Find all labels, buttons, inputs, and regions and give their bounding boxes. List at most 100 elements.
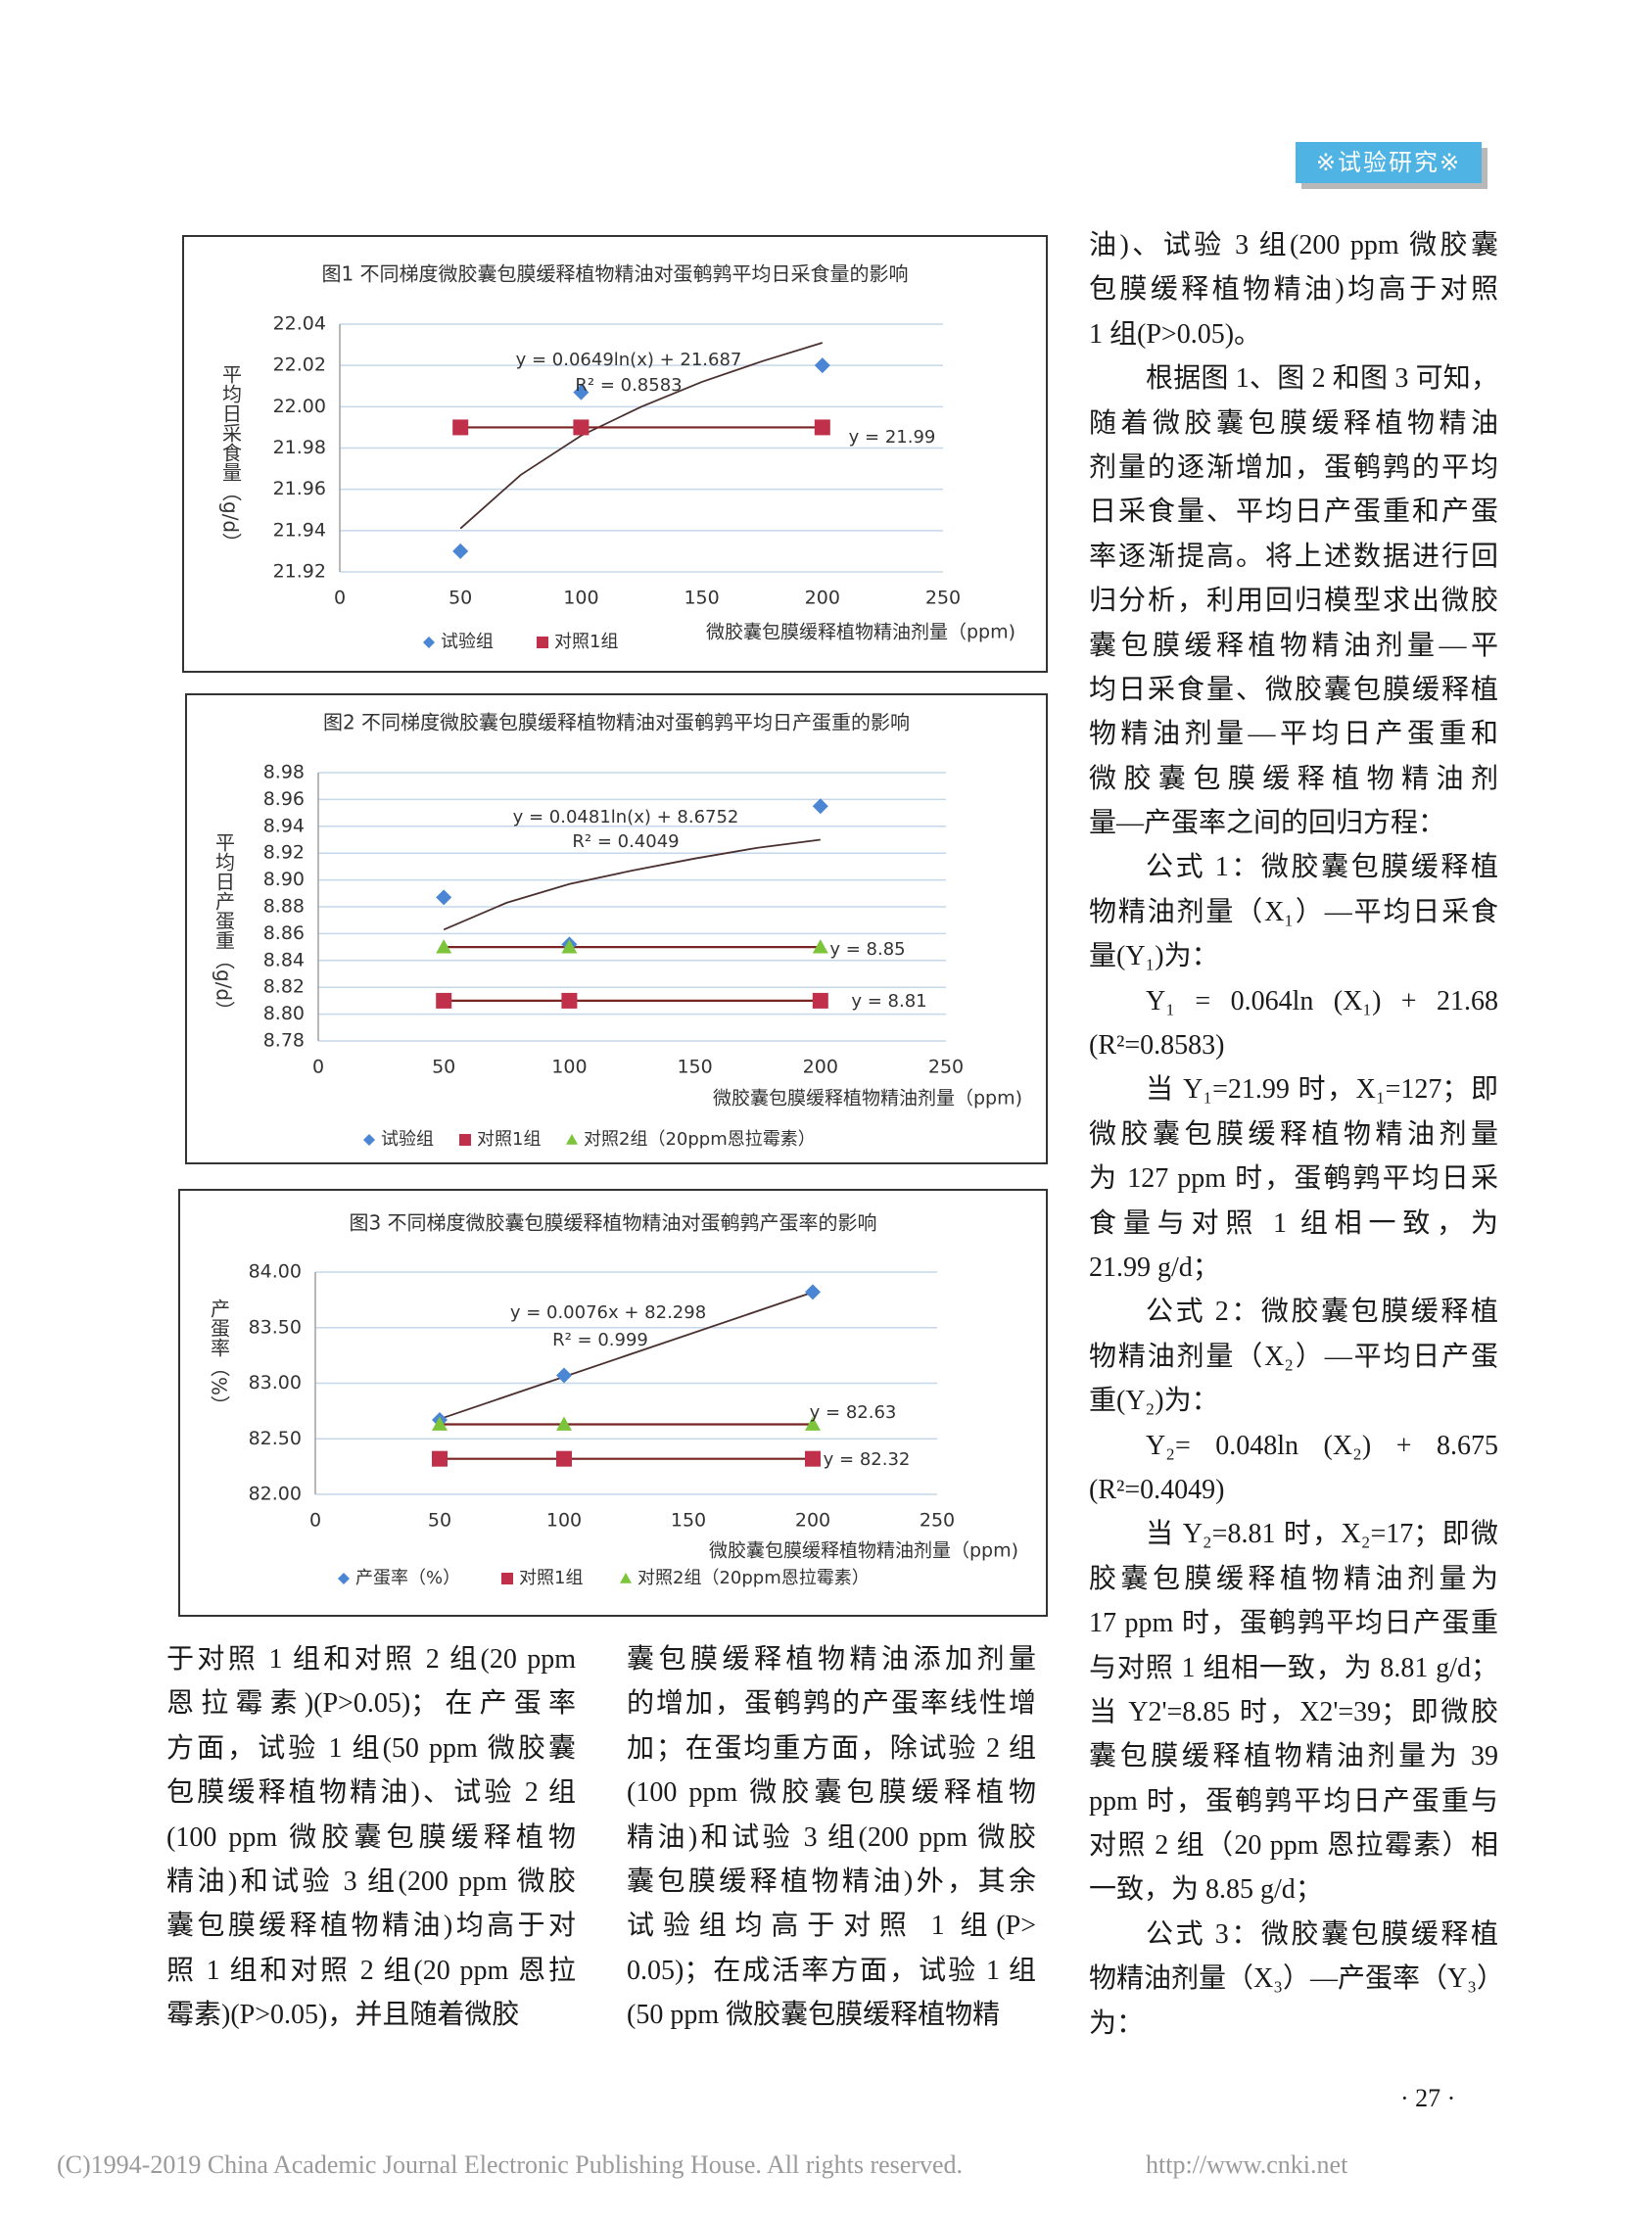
text-line: 霉素)(P>0.05)，并且随着微胶 bbox=[166, 2000, 520, 2031]
annotation: R² = 0.4049 bbox=[572, 831, 679, 852]
y-tick-label: 84.00 bbox=[249, 1261, 302, 1283]
legend-marker bbox=[566, 1134, 578, 1145]
text-line: 囊包膜缓释植物精油)外，其余 bbox=[627, 1866, 1036, 1897]
y-tick-label: 8.92 bbox=[263, 842, 305, 864]
data-point bbox=[436, 889, 452, 906]
x-tick-label: 100 bbox=[546, 1510, 582, 1532]
legend-label: 对照1组 bbox=[554, 632, 618, 652]
text-line: 根据图 1、图 2 和图 3 可知， bbox=[1146, 363, 1498, 395]
y-tick-label: 8.88 bbox=[263, 896, 305, 918]
text-line: 为 127 ppm 时，蛋鹌鹑平均日采 bbox=[1089, 1163, 1498, 1195]
legend-label: 产蛋率（%） bbox=[355, 1568, 460, 1588]
text-line: 剂量的逐渐增加，蛋鹌鹑的平均 bbox=[1089, 451, 1498, 483]
text-line: 方面，试验 1 组(50 ppm 微胶囊 bbox=[166, 1732, 576, 1764]
text-line: 随着微胶囊包膜缓释植物精油 bbox=[1089, 407, 1498, 439]
legend-label: 对照1组 bbox=[477, 1129, 541, 1150]
text-line: 日采食量、平均日产蛋重和产蛋 bbox=[1089, 496, 1498, 528]
legend-label: 对照2组（20ppm恩拉霉素） bbox=[584, 1129, 816, 1150]
text-line: 物精油剂量（X₁）—平均日采食 bbox=[1089, 896, 1498, 927]
annotation: R² = 0.999 bbox=[552, 1330, 648, 1350]
text-line: 物精油剂量（X₃）—产蛋率（Y₃） bbox=[1089, 1963, 1504, 1995]
y-tick-label: 8.86 bbox=[263, 922, 305, 944]
text-line: 重(Y₂)为： bbox=[1089, 1386, 1219, 1417]
legend-label: 试验组 bbox=[381, 1129, 434, 1150]
text-line: 率逐渐提高。将上述数据进行回 bbox=[1089, 541, 1498, 572]
text-line: (50 ppm 微胶囊包膜缓释植物精 bbox=[627, 2000, 1001, 2031]
text-line: 一致，为 8.85 g/d； bbox=[1089, 1874, 1323, 1906]
text-line: 公式 3：微胶囊包膜缓释植 bbox=[1146, 1918, 1498, 1950]
x-tick-label: 100 bbox=[563, 588, 598, 609]
data-point bbox=[436, 992, 452, 1009]
y-tick-label: 82.50 bbox=[249, 1428, 302, 1449]
data-point bbox=[814, 419, 830, 436]
text-line: 囊包膜缓释植物精油剂量—平 bbox=[1089, 630, 1498, 661]
x-tick-label: 50 bbox=[432, 1057, 455, 1078]
text-column: 于对照 1 组和对照 2 组(20 ppm 恩拉霉素)(P>0.05)；在产蛋率方… bbox=[166, 1637, 576, 2038]
legend-label: 对照1组 bbox=[519, 1568, 583, 1588]
x-axis-label: 微胶囊包膜缓释植物精油剂量（ppm) bbox=[713, 1088, 1022, 1110]
text-line: 17 ppm 时，蛋鹌鹑平均日产蛋重 bbox=[1089, 1608, 1498, 1639]
text-line: 精油)和试验 3 组(200 ppm 微胶 bbox=[627, 1821, 1036, 1853]
chart-title: 图3 不同梯度微胶囊包膜缓释植物精油对蛋鹌鹑产蛋率的影响 bbox=[349, 1211, 876, 1235]
y-tick-label: 8.78 bbox=[263, 1030, 305, 1052]
data-point bbox=[561, 992, 578, 1009]
x-axis-label: 微胶囊包膜缓释植物精油剂量（ppm) bbox=[709, 1540, 1018, 1562]
text-line: 包膜缓释植物精油)、试验 2 组 bbox=[166, 1777, 576, 1809]
data-point bbox=[436, 939, 452, 954]
text-column: 囊包膜缓释植物精油添加剂量 的增加，蛋鹌鹑的产蛋率线性增 加；在蛋均重方面，除试验 … bbox=[627, 1637, 1036, 2038]
y-tick-label: 8.96 bbox=[263, 788, 305, 810]
text-line: 量(Y₁)为： bbox=[1089, 941, 1219, 972]
x-tick-label: 100 bbox=[551, 1057, 587, 1078]
chart: 图3 不同梯度微胶囊包膜缓释植物精油对蛋鹌鹑产蛋率的影响 82.00 82.50 83… bbox=[178, 1189, 1048, 1617]
data-point bbox=[573, 419, 590, 436]
text-line: 21.99 g/d； bbox=[1089, 1252, 1220, 1283]
text-line: (100 ppm 微胶囊包膜缓释植物 bbox=[166, 1821, 576, 1853]
text-line: 加；在蛋均重方面，除试验 2 组 bbox=[627, 1732, 1036, 1764]
annotation: R² = 0.8583 bbox=[575, 375, 682, 396]
text-line: 为： bbox=[1089, 2007, 1145, 2039]
text-line: 当 Y₁=21.99 时，X₁=127；即 bbox=[1146, 1074, 1498, 1106]
y-tick-label: 82.00 bbox=[249, 1484, 302, 1505]
data-point bbox=[452, 543, 469, 559]
x-tick-label: 250 bbox=[928, 1057, 964, 1078]
x-tick-label: 150 bbox=[671, 1510, 706, 1532]
trendline bbox=[439, 1291, 814, 1420]
text-line: 当 Y2'=8.85 时，X2'=39；即微胶 bbox=[1089, 1696, 1498, 1727]
data-point bbox=[556, 1416, 572, 1431]
chart-title: 图2 不同梯度微胶囊包膜缓释植物精油对蛋鹌鹑平均日产蛋重的影响 bbox=[323, 711, 910, 734]
y-tick-label: 83.00 bbox=[249, 1372, 302, 1393]
text-line: 囊包膜缓释植物精油添加剂量 bbox=[627, 1644, 1036, 1675]
x-tick-label: 250 bbox=[925, 588, 961, 609]
x-tick-label: 150 bbox=[677, 1057, 712, 1078]
page-number: · 27 · bbox=[1400, 2084, 1456, 2112]
text-line: 均日采食量、微胶囊包膜缓释植 bbox=[1089, 674, 1498, 705]
text-line: Y₂= 0.048ln (X₂) + 8.675 bbox=[1146, 1430, 1498, 1461]
chart: 图1 不同梯度微胶囊包膜缓释植物精油对蛋鹌鹑平均日采食量的影响 21.92 21.9… bbox=[182, 235, 1048, 673]
annotation: y = 0.0649ln(x) + 21.687 bbox=[516, 350, 742, 370]
y-tick-label: 83.50 bbox=[249, 1316, 302, 1338]
y-axis-label: 产蛋率（%） bbox=[208, 1299, 231, 1415]
text-line: 的增加，蛋鹌鹑的产蛋率线性增 bbox=[627, 1688, 1036, 1720]
annotation: y = 21.99 bbox=[849, 427, 936, 448]
y-tick-label: 8.98 bbox=[263, 762, 305, 783]
text-column: 油)、试验 3 组(200 ppm 微胶囊 包膜缓释植物精油)均高于对照 1 组(P… bbox=[1089, 223, 1504, 2046]
text-line: 0.05)；在成活率方面，试验 1 组 bbox=[627, 1955, 1036, 1986]
legend-label: 试验组 bbox=[441, 632, 494, 652]
text-line: 微胶囊包膜缓释植物精油剂 bbox=[1089, 763, 1498, 794]
text-line: 物精油剂量（X₂）—平均日产蛋 bbox=[1089, 1341, 1498, 1372]
text-line: 物精油剂量—平均日产蛋重和 bbox=[1089, 719, 1498, 750]
x-tick-label: 0 bbox=[309, 1510, 321, 1532]
text-line: (R²=0.8583) bbox=[1089, 1030, 1225, 1062]
y-tick-label: 22.02 bbox=[273, 354, 326, 376]
trendline bbox=[443, 838, 821, 931]
x-tick-label: 50 bbox=[448, 588, 472, 609]
annotation: y = 82.32 bbox=[824, 1449, 911, 1470]
text-line: 对照 2 组（20 ppm 恩拉霉素）相 bbox=[1089, 1830, 1498, 1862]
text-line: 囊包膜缓释植物精油剂量为 39 bbox=[1089, 1741, 1498, 1772]
x-tick-label: 0 bbox=[312, 1057, 324, 1078]
data-point bbox=[812, 992, 828, 1009]
text-line: 公式 1：微胶囊包膜缓释植 bbox=[1146, 852, 1498, 883]
x-axis-label: 微胶囊包膜缓释植物精油剂量（ppm) bbox=[706, 622, 1015, 643]
text-line: 量—产蛋率之间的回归方程： bbox=[1089, 808, 1446, 839]
